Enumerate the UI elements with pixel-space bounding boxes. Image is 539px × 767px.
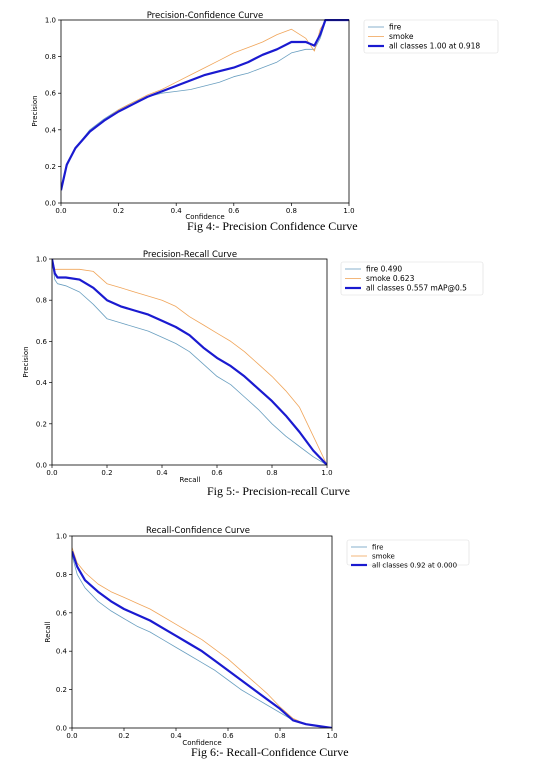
figure-4-caption: Fig 4:- Precision Confidence Curve xyxy=(187,219,358,233)
plot-frame xyxy=(71,535,333,729)
x-tick-label: 1.0 xyxy=(326,732,337,740)
x-tick-label: 0.4 xyxy=(171,207,183,215)
x-tick-label: 0.8 xyxy=(286,207,297,215)
legend-label-fire: fire 0.490 xyxy=(366,265,402,274)
y-tick-label: 0.0 xyxy=(45,200,56,208)
x-tick-label: 0.6 xyxy=(211,469,223,477)
chart-title: Precision-Recall Curve xyxy=(143,250,237,260)
chart-title: Recall-Confidence Curve xyxy=(146,526,250,536)
x-axis-label: Confidence xyxy=(185,213,224,221)
x-tick-label: 1.0 xyxy=(321,469,332,477)
x-tick-label: 0.2 xyxy=(113,207,124,215)
legend-label-smoke: smoke 0.623 xyxy=(366,274,415,283)
series-line-all xyxy=(61,19,349,191)
legend-label-smoke: smoke xyxy=(389,32,414,41)
series-line-fire xyxy=(72,555,332,728)
chart-3: 0.0 0.2 0.4 0.6 0.8 1.0 0.0 0.2 0.4 0.6 0.8 1.0 Reca… xyxy=(44,526,470,747)
y-axis-label: Precision xyxy=(22,346,30,377)
y-tick-label: 0.6 xyxy=(56,609,68,617)
x-tick-label: 0.0 xyxy=(46,469,57,477)
series-line-fire xyxy=(52,258,327,465)
y-tick-label: 0.6 xyxy=(45,90,57,98)
series-group xyxy=(61,19,349,191)
chart-title: Precision-Confidence Curve xyxy=(147,11,264,21)
x-axis-label: Recall xyxy=(180,476,201,484)
legend-box xyxy=(340,261,484,296)
y-tick-label: 0.6 xyxy=(36,338,48,346)
x-tick-label: 0.4 xyxy=(170,732,182,740)
legend-label-fire: fire xyxy=(389,23,402,32)
y-tick-label: 0.2 xyxy=(45,163,56,171)
chart-2: 0.0 0.2 0.4 0.6 0.8 1.0 0.0 0.2 0.4 0.6 0.8 1.0 Prec… xyxy=(22,250,484,484)
x-tick-label: 1.0 xyxy=(343,207,354,215)
y-tick-label: 0.8 xyxy=(36,297,47,305)
y-tick-label: 0.8 xyxy=(56,571,67,579)
y-tick-label: 0.0 xyxy=(56,725,67,733)
x-tick-label: 0.8 xyxy=(266,469,277,477)
x-tick-label: 0.0 xyxy=(66,732,77,740)
series-group xyxy=(72,547,332,728)
x-tick-label: 0.6 xyxy=(228,207,240,215)
y-tick-label: 0.4 xyxy=(56,648,68,656)
y-tick-label: 0.8 xyxy=(45,53,56,61)
legend-label-smoke: smoke xyxy=(372,553,395,561)
series-line-smoke xyxy=(61,19,349,191)
legend-label-all: all classes 0.92 at 0.000 xyxy=(372,562,457,570)
y-tick-label: 0.4 xyxy=(45,126,57,134)
y-tick-label: 0.2 xyxy=(36,420,47,428)
x-tick-label: 0.4 xyxy=(156,469,168,477)
series-group xyxy=(52,258,327,465)
series-line-smoke xyxy=(52,258,327,465)
y-tick-label: 1.0 xyxy=(45,17,56,25)
chart-1: 0.0 0.2 0.4 0.6 0.8 1.0 0.0 0.2 0.4 0.6 0.8 1.0 Prec… xyxy=(31,11,499,221)
plot-frame xyxy=(60,19,350,204)
legend-label-all: all classes 0.557 mAP@0.5 xyxy=(366,284,467,293)
x-tick-label: 0.2 xyxy=(101,469,112,477)
y-tick-label: 1.0 xyxy=(36,256,47,264)
x-axis-label: Confidence xyxy=(182,739,221,747)
x-tick-label: 0.8 xyxy=(274,732,285,740)
y-axis-label: Recall xyxy=(44,622,52,643)
series-line-smoke xyxy=(72,547,332,728)
y-axis-label: Precision xyxy=(31,95,39,126)
series-line-fire xyxy=(61,19,349,191)
legend-label-all: all classes 1.00 at 0.918 xyxy=(389,42,480,51)
series-line-all xyxy=(72,551,332,728)
x-tick-label: 0.6 xyxy=(222,732,234,740)
y-tick-label: 0.0 xyxy=(36,462,47,470)
figure-5-caption: Fig 5:- Precision-recall Curve xyxy=(207,484,350,498)
legend-box xyxy=(346,539,470,566)
y-tick-label: 0.2 xyxy=(56,686,67,694)
series-line-all xyxy=(52,258,327,465)
legend-box xyxy=(363,19,499,54)
figure-6-caption: Fig 6:- Recall-Confidence Curve xyxy=(191,745,349,759)
x-tick-label: 0.0 xyxy=(55,207,66,215)
plot-frame xyxy=(51,258,328,466)
x-tick-label: 0.2 xyxy=(118,732,129,740)
legend-label-fire: fire xyxy=(372,544,383,552)
y-tick-label: 0.4 xyxy=(36,379,48,387)
y-tick-label: 1.0 xyxy=(56,533,67,541)
